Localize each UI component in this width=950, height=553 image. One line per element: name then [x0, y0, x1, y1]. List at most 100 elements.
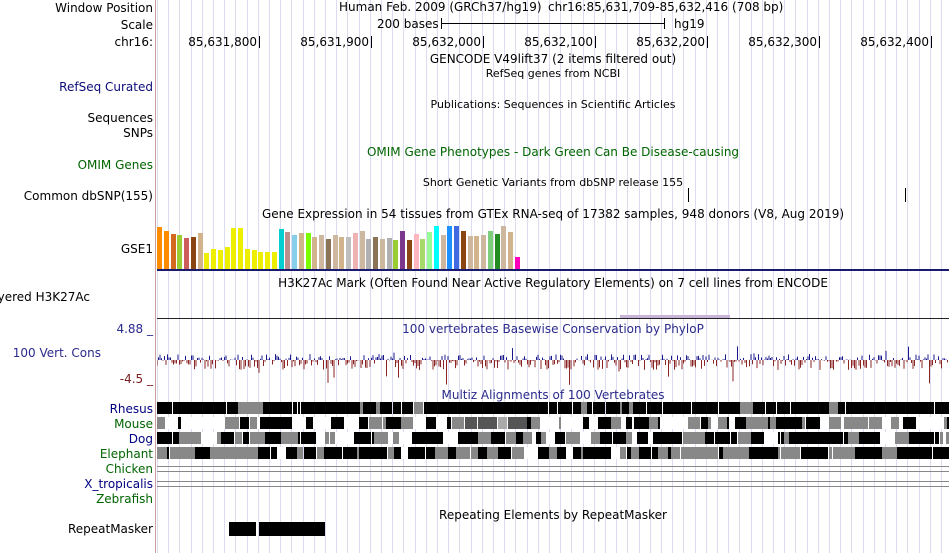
- gtex-tissue-bar[interactable]: [474, 236, 480, 270]
- gtex-tissue-bar[interactable]: [514, 257, 520, 270]
- gtex-tissue-bar[interactable]: [285, 232, 291, 270]
- gtex-tissue-bar[interactable]: [157, 227, 162, 270]
- h3k27ac-track-title[interactable]: H3K27Ac Mark (Often Found Near Active Re…: [278, 276, 828, 290]
- repeat-element[interactable]: [259, 522, 325, 536]
- gtex-tissue-bar[interactable]: [325, 239, 331, 270]
- gtex-tissue-bar[interactable]: [177, 235, 183, 270]
- sequences-track-label[interactable]: Sequences: [87, 111, 153, 125]
- gtex-tissue-bar[interactable]: [454, 226, 459, 270]
- species-label-mouse[interactable]: Mouse: [114, 417, 153, 431]
- phylop-plot[interactable]: [157, 336, 949, 390]
- gtex-tissue-bar[interactable]: [190, 237, 196, 270]
- gtex-tissue-bar[interactable]: [231, 228, 237, 270]
- multiz-row-dog[interactable]: [157, 432, 949, 444]
- gtex-tissue-bar[interactable]: [339, 237, 345, 270]
- gtex-tissue-bar[interactable]: [508, 232, 513, 270]
- gtex-tissue-bar[interactable]: [332, 235, 338, 270]
- gtex-tissue-bar[interactable]: [238, 228, 243, 270]
- phylop-track-title[interactable]: 100 vertebrates Basewise Conservation by…: [402, 322, 704, 336]
- gtex-tissue-bar[interactable]: [298, 233, 304, 270]
- gtex-tissue-bar[interactable]: [494, 234, 500, 270]
- grid-line: [291, 0, 292, 553]
- repeatmasker-track-label[interactable]: RepeatMasker: [67, 522, 153, 536]
- grid-line: [527, 0, 528, 553]
- gtex-tissue-bar[interactable]: [292, 235, 297, 270]
- publications-track-title[interactable]: Publications: Sequences in Scientific Ar…: [430, 98, 676, 111]
- gtex-tissue-bar[interactable]: [244, 249, 250, 270]
- gtex-tissue-bar[interactable]: [460, 231, 466, 270]
- species-label-zebrafish[interactable]: Zebrafish: [96, 492, 153, 506]
- species-label-dog[interactable]: Dog: [128, 432, 153, 446]
- dbsnp-variant-mark[interactable]: [905, 188, 906, 202]
- gtex-tissue-bar[interactable]: [163, 231, 169, 270]
- phylop-track-label[interactable]: 100 Vert. Cons: [12, 346, 101, 360]
- gtex-tissue-bar[interactable]: [467, 236, 473, 270]
- snps-track-label[interactable]: SNPs: [123, 126, 153, 140]
- repeat-element[interactable]: [229, 522, 256, 536]
- gtex-tissue-bar[interactable]: [217, 250, 223, 270]
- species-label-rhesus[interactable]: Rhesus: [109, 402, 153, 416]
- multiz-row-mouse[interactable]: [157, 417, 949, 429]
- gtex-tissue-bar[interactable]: [400, 231, 405, 270]
- gtex-tissue-bar[interactable]: [170, 234, 176, 270]
- gtex-tissue-bar[interactable]: [366, 239, 372, 270]
- gtex-tissue-bar[interactable]: [359, 231, 365, 270]
- alignment-block: [624, 402, 629, 414]
- gtex-tissue-bar[interactable]: [379, 239, 385, 270]
- gtex-tissue-bar[interactable]: [251, 250, 257, 270]
- dbsnp-track-label[interactable]: Common dbSNP(155): [23, 189, 153, 203]
- gtex-tissue-bar[interactable]: [481, 235, 486, 270]
- omim-track-label[interactable]: OMIM Genes: [77, 158, 153, 172]
- gtex-tissue-bar[interactable]: [386, 238, 392, 270]
- multiz-row-elephant[interactable]: [157, 447, 949, 459]
- alignment-block: [402, 402, 413, 414]
- alignment-block: [363, 402, 373, 414]
- gtex-tissue-bar[interactable]: [393, 240, 399, 270]
- species-label-x_tropicalis[interactable]: X_tropicalis: [84, 477, 153, 491]
- gtex-tissue-bar[interactable]: [265, 252, 270, 270]
- alignment-block: [837, 417, 841, 429]
- alignment-block: [523, 432, 532, 444]
- species-label-chicken[interactable]: Chicken: [105, 462, 153, 476]
- gtex-track-label[interactable]: GSE1: [120, 242, 153, 256]
- gtex-tissue-bar[interactable]: [487, 231, 493, 270]
- gtex-tissue-bar[interactable]: [406, 240, 412, 270]
- grid-line: [415, 0, 416, 553]
- alignment-block: [880, 432, 895, 444]
- gtex-bar-chart[interactable]: [157, 222, 537, 270]
- gtex-tissue-bar[interactable]: [184, 238, 189, 270]
- gtex-tissue-bar[interactable]: [319, 235, 324, 270]
- species-label-elephant[interactable]: Elephant: [99, 447, 153, 461]
- gtex-tissue-bar[interactable]: [224, 247, 230, 270]
- multiz-track-title[interactable]: Multiz Alignments of 100 Vertebrates: [441, 388, 665, 402]
- refseq-track-label[interactable]: RefSeq Curated: [59, 80, 153, 94]
- gtex-tissue-bar[interactable]: [433, 226, 439, 270]
- gtex-tissue-bar[interactable]: [346, 237, 351, 270]
- gtex-tissue-bar[interactable]: [427, 232, 432, 270]
- gencode-track-title[interactable]: GENCODE V49lift37 (2 items filtered out): [429, 52, 677, 66]
- alignment-block: [834, 432, 839, 444]
- omim-track-title[interactable]: OMIM Gene Phenotypes - Dark Green Can Be…: [366, 145, 740, 159]
- gtex-tissue-bar[interactable]: [211, 249, 216, 270]
- gtex-tissue-bar[interactable]: [258, 252, 264, 270]
- gtex-tissue-bar[interactable]: [440, 235, 446, 270]
- dbsnp-track-title[interactable]: Short Genetic Variants from dbSNP releas…: [422, 176, 684, 189]
- gtex-tissue-bar[interactable]: [447, 226, 453, 270]
- multiz-row-rhesus[interactable]: [157, 402, 949, 414]
- refseq-track-title[interactable]: RefSeq genes from NCBI: [485, 67, 621, 80]
- gtex-tissue-bar[interactable]: [305, 233, 311, 270]
- gtex-tissue-bar[interactable]: [413, 234, 419, 270]
- gtex-tissue-bar[interactable]: [204, 253, 210, 270]
- gtex-tissue-bar[interactable]: [271, 252, 277, 270]
- h3k27ac-track-label[interactable]: Layered H3K27Ac: [0, 290, 90, 304]
- gtex-tissue-bar[interactable]: [373, 237, 378, 270]
- gtex-tissue-bar[interactable]: [312, 237, 318, 270]
- gtex-tissue-bar[interactable]: [420, 239, 426, 270]
- repeatmasker-track-title[interactable]: Repeating Elements by RepeatMasker: [439, 508, 667, 522]
- gtex-tissue-bar[interactable]: [278, 229, 284, 270]
- dbsnp-variant-mark[interactable]: [688, 188, 689, 202]
- gtex-tissue-bar[interactable]: [501, 226, 507, 270]
- gtex-tissue-bar[interactable]: [197, 233, 203, 270]
- gtex-track-title[interactable]: Gene Expression in 54 tissues from GTEx …: [261, 207, 845, 221]
- gtex-tissue-bar[interactable]: [352, 233, 358, 270]
